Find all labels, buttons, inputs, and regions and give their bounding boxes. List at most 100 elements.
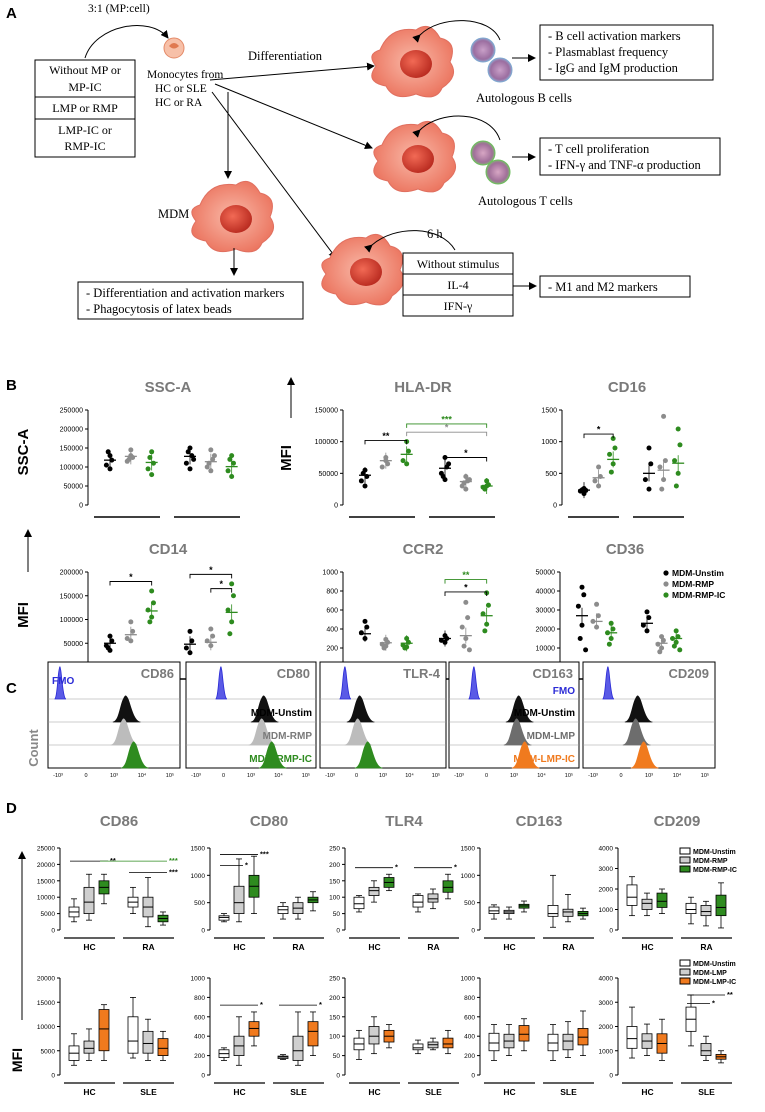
panel-d-mfi-title: MFI (9, 1048, 25, 1072)
group-label: SLE (290, 1087, 307, 1097)
x-tick-label: 10⁴ (537, 772, 546, 779)
fmo-peak (602, 666, 615, 700)
boxplot-cd209-top: CD209 0 1000 2000 3000 4000 HC RA (599, 813, 732, 952)
significance-stars: * (454, 863, 457, 872)
x-tick-label: 0 (485, 773, 488, 779)
data-point (610, 436, 616, 441)
data-point (128, 619, 134, 625)
data-point (105, 449, 111, 455)
y-tick-label: 200 (194, 1053, 205, 1060)
x-tick-label: 10³ (510, 773, 518, 779)
y-tick-label: 100000 (60, 617, 83, 624)
y-tick-label: 1000 (322, 570, 338, 577)
chart-title: HLA-DR (394, 379, 452, 396)
treatment-none-label: Without MP or (49, 63, 121, 77)
row-label-rmpic: MDM-RMP-IC (249, 754, 312, 765)
data-point (671, 643, 677, 649)
data-point (183, 460, 189, 466)
y-tick-label: 3000 (599, 1000, 614, 1007)
boxplot-title: CD163 (516, 813, 563, 830)
group-label: RA (427, 942, 439, 952)
y-tick-label: 1000 (461, 873, 476, 880)
significance-stars: * (319, 1000, 322, 1009)
boxplot-tlr4-bottom: 0 50 100 150 200 250 HC SLE (329, 976, 459, 1097)
legend-top-rmpic: MDM-RMP-IC (693, 867, 737, 874)
macrophage-cell-6h (321, 233, 405, 306)
data-point (612, 445, 618, 451)
panel-d-legend-bottom: MDM-Unstim MDM-LMP MDM-LMP-IC (679, 959, 736, 986)
y-tick-label: 800 (326, 589, 338, 596)
y-tick-label: 600 (464, 1014, 475, 1021)
box (127, 1016, 139, 1054)
y-tick-label: 150000 (60, 446, 83, 453)
data-point (185, 449, 191, 455)
y-tick-label: 250000 (60, 408, 83, 415)
box (626, 884, 638, 906)
ssc-axis-title: SSC-A (15, 428, 32, 475)
boxplot-title: CD80 (250, 813, 288, 830)
legend-bottom-lmp-marker (679, 968, 691, 976)
x-tick-label: 10⁵ (166, 772, 174, 779)
sample-peak-1 (248, 718, 277, 746)
data-point (677, 442, 683, 448)
stimulus-ifng: IFN-γ (444, 299, 473, 313)
box (83, 886, 95, 914)
y-tick-label: 1500 (541, 408, 557, 415)
data-point (579, 622, 585, 628)
data-point (208, 626, 214, 632)
histogram-tlr-4: TLR-4 -10³ 0 10³ 10⁴ 10⁵ (319, 661, 447, 779)
y-tick-label: 100000 (315, 439, 338, 446)
monocyte-label: Monocytes from (147, 69, 223, 81)
data-point (381, 645, 387, 651)
significance-stars: ** (727, 990, 733, 999)
y-tick-label: 200 (329, 995, 340, 1002)
data-point (210, 633, 216, 639)
histogram-cd209: CD209 -10³ 0 10³ 10⁴ 10⁵ (582, 661, 716, 779)
box (83, 1040, 95, 1054)
y-tick-label: 0 (201, 1073, 205, 1080)
y-tick-label: 200000 (60, 570, 83, 577)
data-point (183, 645, 189, 651)
y-tick-label: 50 (333, 911, 341, 918)
box (641, 898, 653, 910)
box (442, 1037, 454, 1049)
legend-top-rmpic-marker (679, 865, 691, 873)
legend-rmpic: MDM-RMP-IC (672, 590, 725, 600)
y-tick-label: 600 (326, 608, 338, 615)
data-point (130, 628, 136, 634)
stimulus-none: Without stimulus (417, 257, 500, 271)
histogram-cd163: CD163 -10³ 0 10³ 10⁴ 10⁵ FMO MDM-Unstim MDM-LMP M… (448, 661, 580, 779)
data-point (581, 592, 587, 598)
panel-b-scatter-plots: B SSC-A MFI MFI SSC-A0500001000001500002… (6, 377, 725, 702)
data-point (362, 618, 368, 624)
sample-peak-0 (250, 695, 279, 723)
sample-peak-2 (630, 741, 659, 769)
significance-stars: * (395, 863, 398, 872)
mdm-label: MDM (158, 207, 189, 221)
box (98, 1009, 110, 1052)
x-tick-label: 10⁵ (565, 772, 573, 779)
boxplot-title: CD86 (100, 813, 138, 830)
stimulus-il4: IL-4 (447, 278, 468, 292)
histogram-marker-title: TLR-4 (403, 666, 441, 681)
y-tick-label: 400 (194, 1034, 205, 1041)
group-label: SLE (698, 1087, 715, 1097)
significance-bracket (444, 457, 488, 462)
data-point (657, 649, 663, 655)
data-point (672, 458, 678, 464)
x-tick-label: 10⁴ (138, 772, 147, 779)
x-tick-label: -10³ (191, 773, 201, 779)
y-tick-label: 500 (464, 900, 475, 907)
sample-peak-2 (511, 741, 540, 769)
group-label: HC (83, 942, 95, 952)
group-label: HC (233, 942, 245, 952)
row-label-lmp: MDM-LMP (527, 731, 576, 742)
data-point (463, 599, 469, 605)
sample-peak-1 (110, 718, 139, 746)
panel-d-label: D (6, 800, 17, 817)
data-point (189, 638, 195, 644)
sample-peak-2 (258, 741, 287, 769)
data-point (229, 581, 235, 587)
data-point (230, 460, 236, 466)
